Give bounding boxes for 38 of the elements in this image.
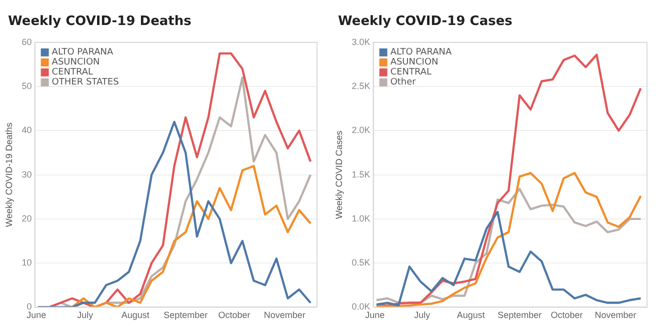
y-tick-label: 50: [22, 81, 32, 92]
y-tick-label: 3.0K: [352, 36, 370, 47]
chart-title: Weekly COVID-19 Cases: [338, 14, 514, 31]
x-tick-label: September: [164, 310, 208, 320]
x-tick-label: July: [77, 310, 94, 320]
y-tick-label: 30: [22, 169, 32, 180]
legend-label: CENTRAL: [390, 68, 432, 78]
y-tick-label: 40: [22, 125, 32, 136]
y-tick-label: 1.0K: [352, 213, 370, 224]
x-tick-label: September: [498, 310, 542, 320]
x-tick-label: October: [218, 310, 250, 320]
x-tick-label: July: [414, 310, 431, 320]
y-tick-label: 0.5K: [352, 258, 370, 268]
y-tick-label: 20: [22, 213, 32, 224]
x-tick-label: August: [456, 310, 486, 320]
x-tick-label: June: [365, 310, 385, 320]
x-tick-label: August: [121, 310, 150, 320]
legend-label: ASUNCION: [390, 58, 438, 68]
x-tick-label: June: [26, 310, 46, 320]
chart-title: Weekly COVID-19 Deaths: [8, 14, 192, 31]
x-tick-label: November: [594, 310, 636, 320]
y-axis-title: Weekly COVID-19 Deaths: [4, 122, 14, 227]
y-tick-label: 2.5K: [352, 81, 370, 92]
y-tick-label: 0: [26, 302, 32, 312]
legend-label: Other: [390, 78, 416, 88]
x-tick-label: November: [264, 310, 306, 320]
y-tick-label: 60: [22, 36, 32, 47]
legend-label: ALTO PARANA: [52, 48, 114, 58]
y-axis-title: Weekly COVID Cases: [334, 130, 344, 219]
legend-label: OTHER STATES: [52, 78, 120, 88]
x-tick-label: October: [550, 310, 583, 320]
y-tick-label: 0.0K: [352, 302, 370, 312]
legend-label: ALTO PARANA: [390, 48, 452, 58]
y-tick-label: 2.0K: [352, 125, 370, 136]
y-tick-label: 10: [22, 258, 32, 268]
legend-label: CENTRAL: [52, 68, 94, 78]
y-tick-label: 1.5K: [352, 169, 370, 180]
legend-label: ASUNCION: [52, 58, 100, 68]
